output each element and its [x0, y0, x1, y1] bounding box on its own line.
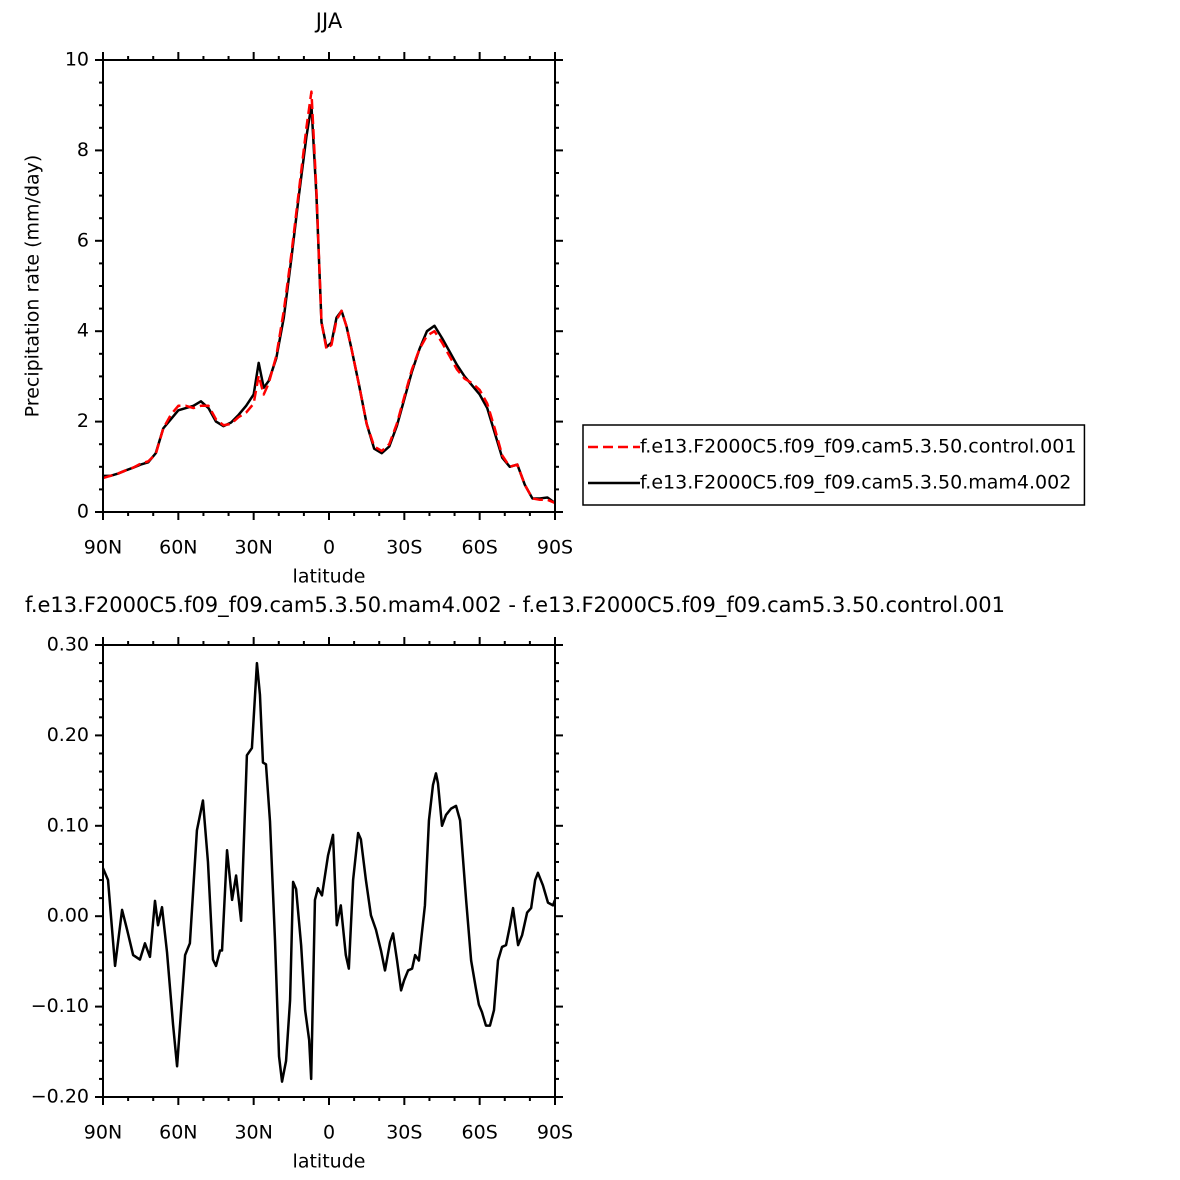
x-tick-label: 30N [234, 537, 272, 559]
legend-label: f.e13.F2000C5.f09_f09.cam5.3.50.mam4.002 [640, 472, 1071, 494]
y-tick-label: −0.20 [31, 1086, 89, 1108]
plot-frame [102, 644, 556, 1098]
x-tick-label: 30N [234, 1122, 272, 1144]
x-tick-label: 60S [462, 537, 498, 559]
y-tick-label: −0.10 [31, 995, 89, 1017]
y-tick-label: 10 [65, 49, 89, 71]
x-tick-label: 90S [537, 537, 573, 559]
x-tick-label: 0 [323, 537, 335, 559]
data-line [101, 661, 557, 1083]
legend: f.e13.F2000C5.f09_f09.cam5.3.50.control.… [582, 424, 1086, 506]
legend-label: f.e13.F2000C5.f09_f09.cam5.3.50.control.… [640, 436, 1076, 458]
x-tick-label: 30S [386, 1122, 422, 1144]
y-tick-label: 4 [77, 320, 89, 342]
y-tick-label: 8 [77, 139, 89, 161]
x-tick-label: 60N [159, 537, 197, 559]
x-axis-label: latitude [293, 566, 366, 588]
y-tick-label: 0.00 [47, 905, 89, 927]
x-axis-label: latitude [293, 1151, 366, 1173]
x-tick-label: 60S [462, 1122, 498, 1144]
y-tick-label: 6 [77, 229, 89, 251]
y-tick-label: 0.10 [47, 814, 89, 836]
x-tick-label: 0 [323, 1122, 335, 1144]
y-tick-label: 0.20 [47, 724, 89, 746]
x-tick-label: 90N [84, 537, 122, 559]
y-tick-label: 2 [77, 410, 89, 432]
plot-frame [102, 59, 556, 513]
chart-title: f.e13.F2000C5.f09_f09.cam5.3.50.mam4.002… [25, 593, 1005, 618]
x-tick-label: 60N [159, 1122, 197, 1144]
legend-box [582, 424, 1086, 506]
x-tick-label: 90S [537, 1122, 573, 1144]
x-tick-label: 30S [386, 537, 422, 559]
chart-title: JJA [314, 9, 343, 33]
y-tick-label: 0 [77, 501, 89, 523]
y-tick-label: 0.30 [47, 634, 89, 656]
data-line [103, 103, 556, 504]
x-tick-label: 90N [84, 1122, 122, 1144]
data-line [102, 90, 556, 505]
y-axis-label: Precipitation rate (mm/day) [22, 155, 44, 418]
